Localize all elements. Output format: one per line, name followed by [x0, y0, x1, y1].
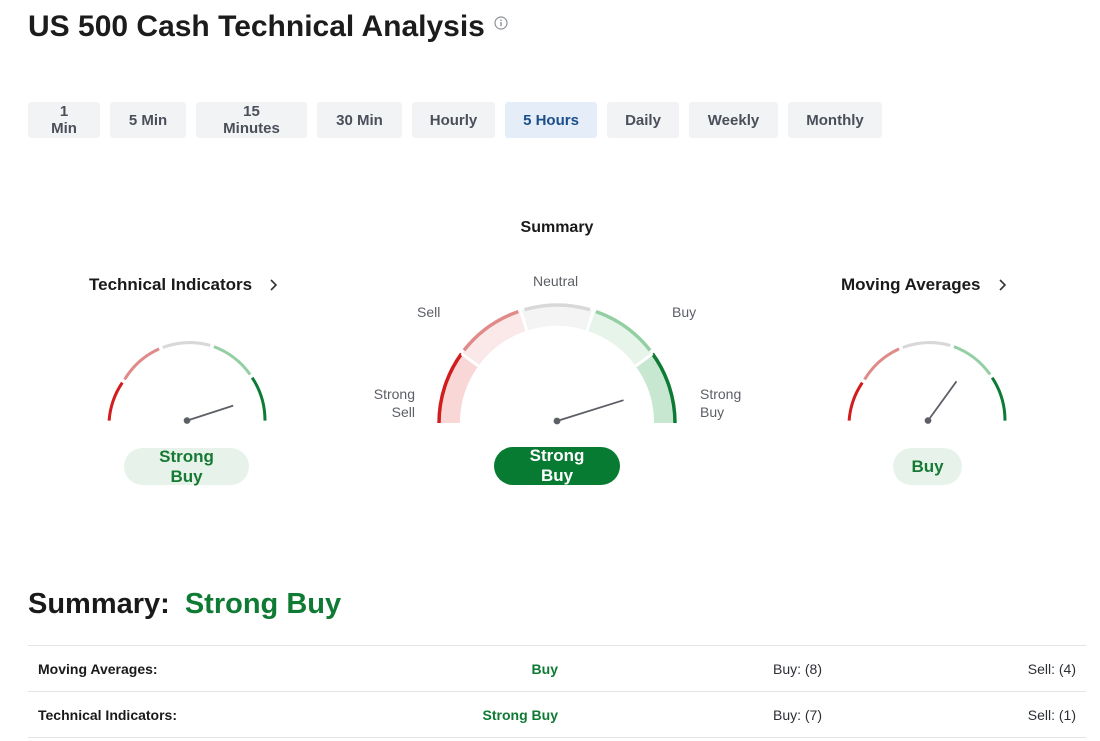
- gauge-pivot: [924, 417, 932, 424]
- gauge-label-buy: Buy: [672, 304, 697, 320]
- table-row: Moving Averages: Buy Buy: (8) Sell: (4): [28, 645, 1086, 692]
- tab-weekly[interactable]: Weekly: [689, 102, 778, 138]
- technical-indicators-gauge: [107, 341, 267, 424]
- row-sell-count: Sell: (1): [822, 691, 1086, 738]
- tab-5-hours[interactable]: 5 Hours: [505, 102, 597, 138]
- chevron-right-icon: [998, 279, 1006, 291]
- summary-label: Summary:: [28, 588, 170, 620]
- table-row: Technical Indicators: Strong Buy Buy: (7…: [28, 691, 1086, 738]
- technical-indicators-link[interactable]: Technical Indicators: [89, 275, 278, 295]
- row-name: Technical Indicators:: [28, 691, 338, 738]
- technical-indicators-result[interactable]: Strong Buy: [124, 447, 249, 486]
- tab-monthly[interactable]: Monthly: [788, 102, 882, 138]
- moving-averages-title: Moving Averages: [841, 275, 981, 294]
- gauge-label-sell: Sell: [417, 304, 441, 320]
- row-sell-count: Sell: (4): [822, 645, 1086, 692]
- gauge-label-strong-sell: Strong Sell: [373, 386, 415, 420]
- info-circle-icon[interactable]: [494, 16, 508, 30]
- summary-headline: Summary: Strong Buy: [28, 588, 341, 621]
- tab-5-min[interactable]: 5 Min: [110, 102, 186, 138]
- tab-30-min[interactable]: 30 Min: [317, 102, 402, 138]
- row-buy-count: Buy: (8): [558, 645, 822, 692]
- gauge-needle: [556, 399, 624, 422]
- summary-value: Strong Buy: [184, 588, 342, 620]
- row-signal: Buy: [338, 645, 558, 692]
- summary-gauge: [437, 303, 677, 425]
- row-buy-count: Buy: (7): [558, 691, 822, 738]
- gauge-pivot: [553, 417, 561, 425]
- gauge-label-neutral: Neutral: [533, 273, 579, 289]
- tab-daily[interactable]: Daily: [607, 102, 679, 138]
- tab-hourly[interactable]: Hourly: [412, 102, 495, 138]
- timeframe-tabs: 1 Min 5 Min 15 Minutes 30 Min Hourly 5 H…: [28, 102, 892, 138]
- summary-result[interactable]: Strong Buy: [494, 446, 620, 485]
- summary-table: Moving Averages: Buy Buy: (8) Sell: (4) …: [28, 645, 1086, 738]
- tab-1-min[interactable]: 1 Min: [28, 102, 100, 138]
- technical-indicators-title: Technical Indicators: [89, 275, 253, 294]
- summary-gauge-heading: Summary: [520, 219, 594, 236]
- gauge-needle: [186, 404, 234, 422]
- gauge-pivot: [183, 417, 191, 424]
- moving-averages-result[interactable]: Buy: [893, 448, 962, 485]
- row-signal: Strong Buy: [338, 691, 558, 738]
- page-title: US 500 Cash Technical Analysis: [28, 10, 485, 43]
- title-row: US 500 Cash Technical Analysis: [28, 8, 508, 46]
- row-name: Moving Averages:: [28, 645, 338, 692]
- chevron-right-icon: [270, 279, 278, 291]
- tab-15-minutes[interactable]: 15 Minutes: [196, 102, 307, 138]
- gauge-label-strong-buy: Strong Buy: [700, 386, 742, 420]
- moving-averages-gauge: [847, 341, 1007, 424]
- moving-averages-link[interactable]: Moving Averages: [841, 275, 1007, 295]
- gauge-needle: [927, 380, 958, 422]
